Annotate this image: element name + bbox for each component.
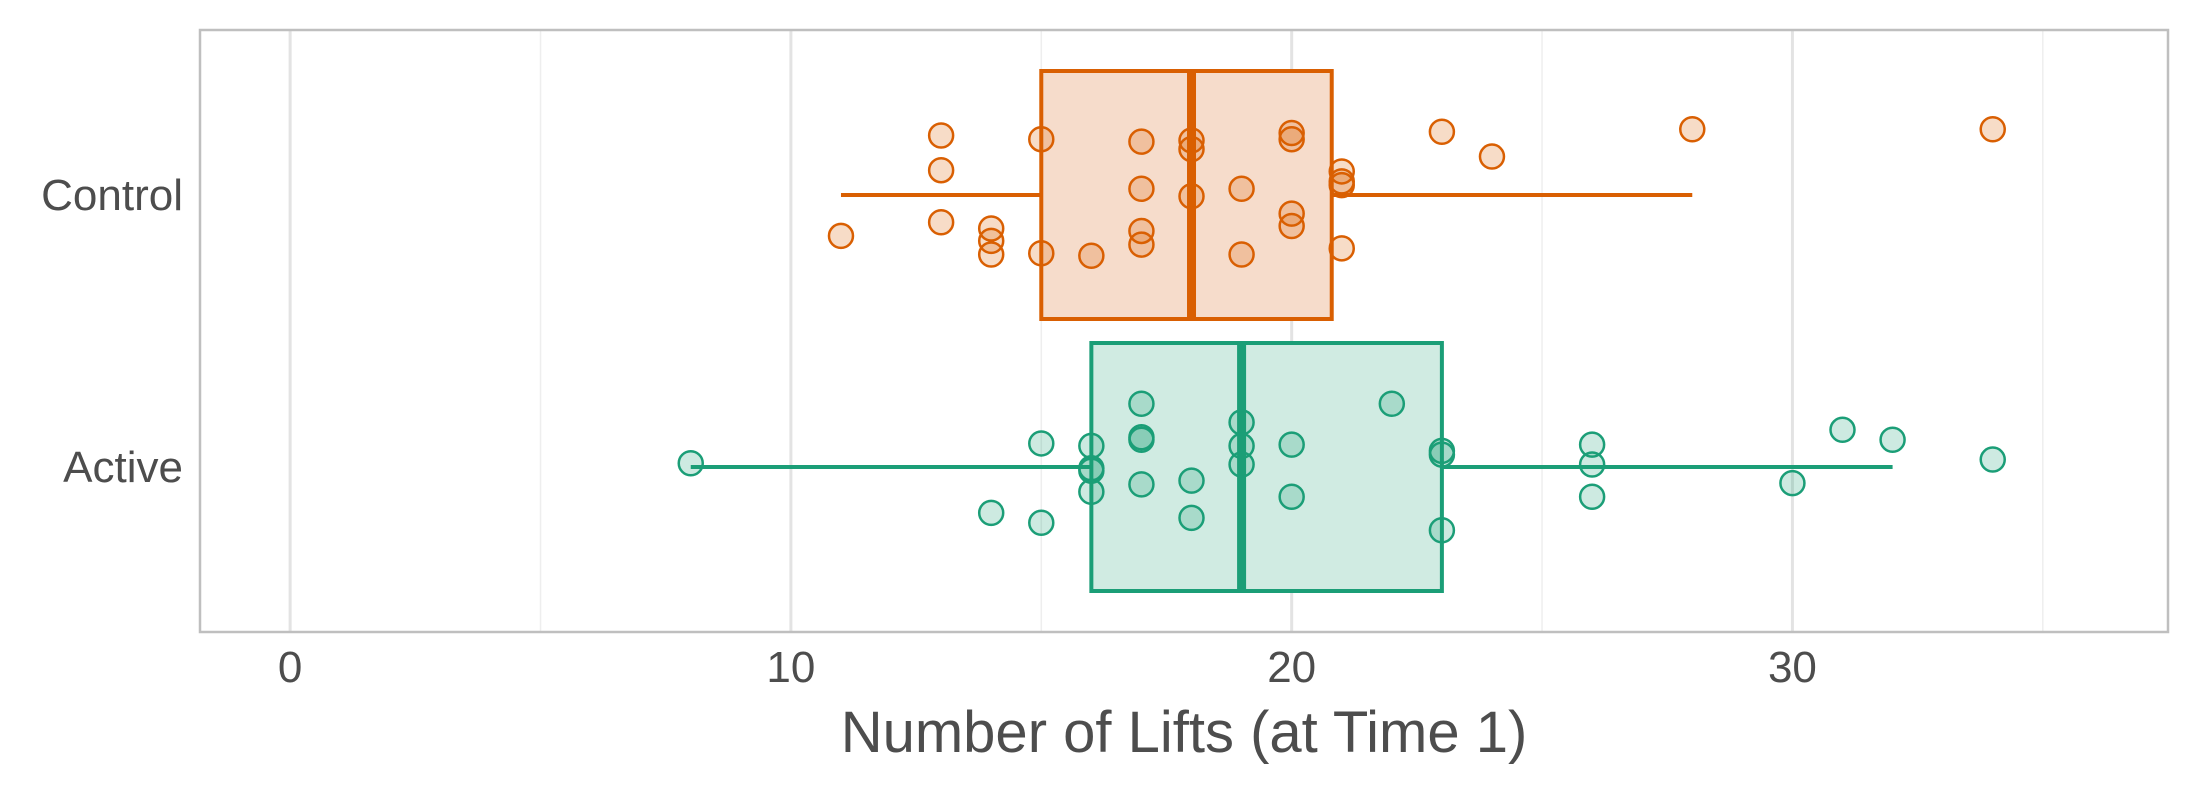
x-tick-labels: 0 10 20 30 (278, 643, 1817, 692)
control-point-1 (927, 122, 955, 149)
control-point-5 (977, 227, 1005, 255)
x-tick-label-0: 0 (278, 643, 302, 692)
active-point-7 (1078, 478, 1105, 506)
control-point-28 (1478, 143, 1506, 170)
control-point-26 (1328, 235, 1355, 262)
control-point-7 (1028, 125, 1055, 153)
control-box (1039, 69, 1334, 321)
control-point-12 (1128, 217, 1155, 245)
active-box (1089, 341, 1444, 593)
active-point-22 (1428, 516, 1456, 544)
control-point-29 (1679, 116, 1706, 143)
active-point-17 (1278, 431, 1305, 458)
active-point-24 (1578, 451, 1606, 478)
control-point-9 (1078, 242, 1105, 270)
control-point-18 (1228, 241, 1255, 268)
active-point-13 (1178, 504, 1205, 532)
active-point-29 (1979, 446, 2006, 473)
control-point-10 (1128, 128, 1155, 155)
control-point-25 (1328, 171, 1355, 199)
x-tick-label-30: 30 (1768, 643, 1817, 692)
active-point-10 (1128, 426, 1155, 453)
active-point-21 (1428, 441, 1456, 468)
category-labels: Control Active (41, 171, 183, 492)
control-point-23 (1328, 158, 1355, 185)
category-label-control: Control (41, 171, 183, 220)
active-point-12 (1178, 467, 1205, 494)
control-point-13 (1128, 231, 1155, 258)
series-active (677, 341, 2006, 593)
active-point-0 (677, 450, 704, 477)
active-point-19 (1378, 390, 1406, 418)
panel-border (198, 28, 2170, 634)
active-point-11 (1128, 471, 1155, 498)
active-point-2 (1028, 430, 1055, 457)
series-control (827, 69, 2006, 321)
active-point-14 (1228, 409, 1255, 436)
series-layer (677, 69, 2006, 593)
active-point-28 (1879, 426, 1906, 453)
control-point-3 (927, 209, 955, 236)
active-point-1 (977, 499, 1005, 527)
control-point-0 (827, 222, 855, 250)
control-point-14 (1178, 127, 1205, 154)
control-point-11 (1128, 175, 1155, 203)
control-point-15 (1178, 135, 1205, 163)
active-point-4 (1078, 432, 1105, 460)
control-point-20 (1278, 125, 1305, 153)
active-point-8 (1128, 390, 1155, 418)
control-point-22 (1278, 212, 1305, 240)
control-point-27 (1428, 118, 1456, 146)
control-point-16 (1178, 182, 1205, 210)
control-point-19 (1278, 119, 1305, 147)
active-point-18 (1278, 483, 1305, 511)
active-point-3 (1028, 509, 1055, 537)
control-point-6 (977, 241, 1005, 268)
active-point-25 (1578, 483, 1606, 511)
active-point-26 (1779, 469, 1806, 497)
active-point-23 (1578, 431, 1606, 458)
control-point-17 (1228, 175, 1255, 203)
x-tick-label-10: 10 (766, 643, 815, 692)
active-point-15 (1228, 432, 1255, 460)
category-label-active: Active (63, 443, 183, 492)
active-point-27 (1829, 416, 1856, 444)
x-axis-title: Number of Lifts (at Time 1) (841, 700, 1528, 765)
control-point-2 (927, 156, 955, 184)
active-point-16 (1228, 451, 1255, 478)
control-point-30 (1979, 116, 2006, 143)
control-point-8 (1028, 240, 1055, 267)
active-point-6 (1078, 457, 1105, 484)
x-tick-label-20: 20 (1267, 643, 1316, 692)
